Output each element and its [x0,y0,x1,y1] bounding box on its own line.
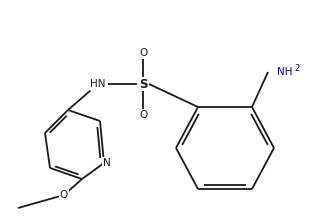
Text: HN: HN [90,79,106,89]
Text: NH: NH [277,67,293,77]
Text: O: O [139,48,147,58]
Text: 2: 2 [294,64,299,73]
Text: S: S [139,78,147,90]
Text: O: O [60,190,68,200]
Text: O: O [139,110,147,120]
Text: N: N [103,158,111,168]
